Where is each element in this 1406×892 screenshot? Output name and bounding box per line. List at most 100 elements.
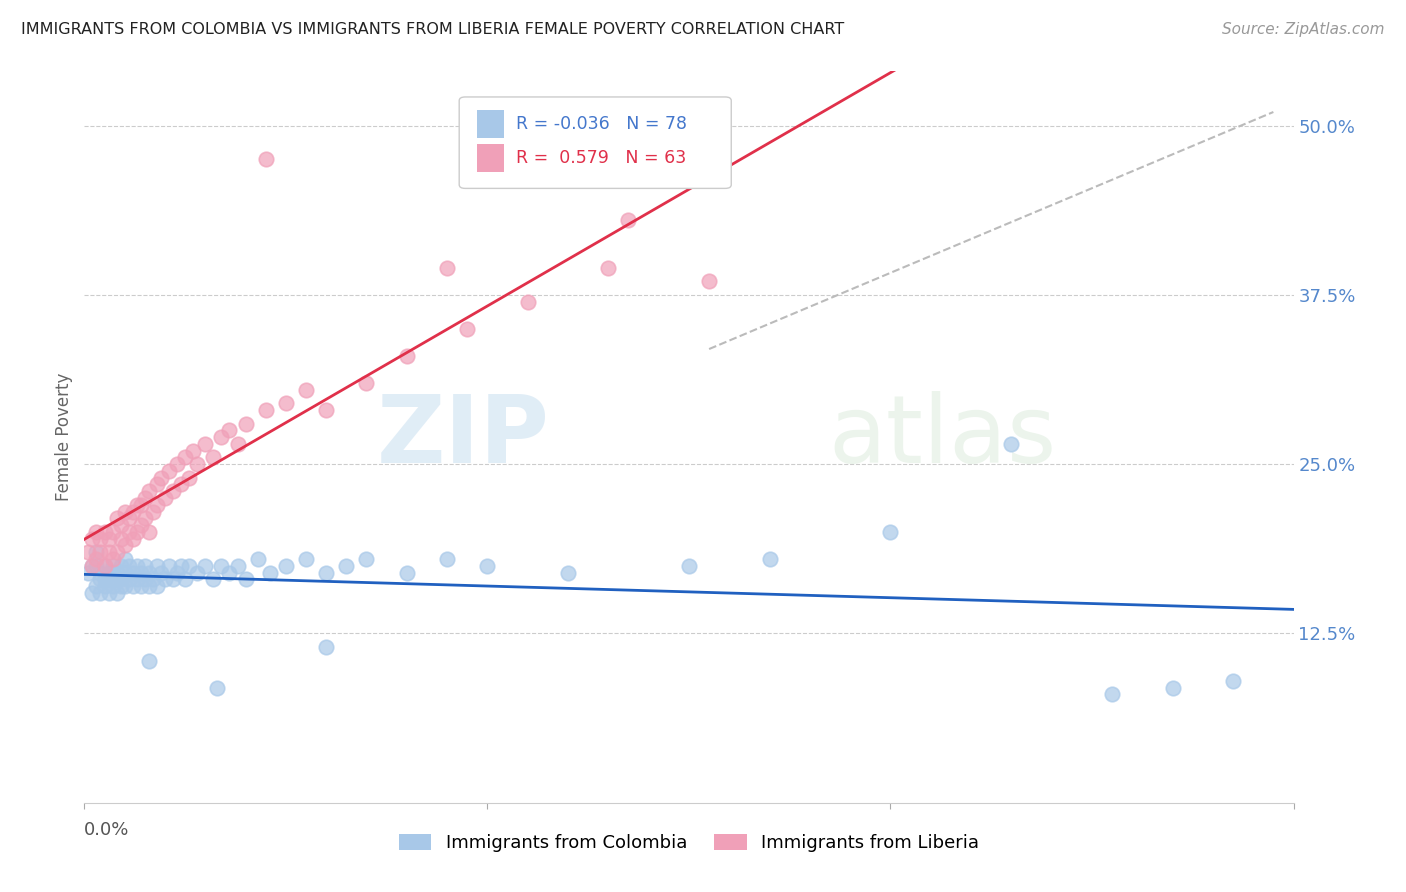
Point (93, 579, 115, 593)
Point (101, 579, 124, 593)
Text: R = -0.036   N = 78: R = -0.036 N = 78 (516, 115, 688, 133)
Point (274, 558, 297, 573)
Point (315, 403, 337, 417)
Point (97, 532, 120, 546)
Point (118, 558, 141, 573)
Point (114, 566, 136, 580)
Point (395, 349, 418, 363)
Point (129, 518, 152, 533)
Point (89, 545, 111, 559)
Point (82, 532, 104, 546)
Point (121, 532, 143, 546)
Point (86, 558, 108, 573)
Point (125, 498, 148, 512)
Point (114, 579, 136, 593)
Point (105, 545, 128, 559)
Point (114, 505, 136, 519)
Point (105, 572, 128, 586)
Point (129, 579, 152, 593)
Point (97, 586, 120, 600)
Point (477, 558, 499, 573)
Point (166, 566, 188, 580)
Point (134, 491, 156, 505)
Point (617, 213, 640, 227)
Point (1101, 688, 1123, 702)
Point (1222, 673, 1244, 688)
Point (86, 545, 108, 559)
Point (157, 464, 180, 478)
Point (110, 558, 132, 573)
Point (146, 579, 169, 593)
Point (97, 545, 120, 559)
Point (134, 572, 156, 586)
Point (235, 572, 257, 586)
Point (758, 552, 780, 566)
Point (1161, 681, 1184, 695)
Point (598, 260, 620, 275)
Point (89, 532, 111, 546)
Point (101, 566, 124, 580)
Point (121, 566, 143, 580)
Point (93, 524, 115, 539)
Point (179, 558, 201, 573)
Point (138, 484, 160, 499)
Point (138, 654, 160, 668)
Point (226, 437, 249, 451)
Point (202, 450, 225, 465)
Text: atlas: atlas (828, 391, 1056, 483)
Point (118, 511, 141, 525)
Point (105, 566, 128, 580)
Point (395, 566, 418, 580)
Point (194, 437, 217, 451)
Point (879, 524, 901, 539)
Point (89, 572, 111, 586)
Point (82, 558, 104, 573)
Point (134, 558, 156, 573)
Point (129, 498, 152, 512)
Point (1000, 437, 1022, 451)
Point (105, 586, 128, 600)
Point (274, 396, 297, 410)
Point (456, 322, 478, 336)
Point (149, 471, 172, 485)
Point (153, 491, 176, 505)
Point (194, 558, 217, 573)
Point (697, 274, 720, 288)
Legend: Immigrants from Colombia, Immigrants from Liberia: Immigrants from Colombia, Immigrants fro… (391, 827, 987, 860)
Point (335, 558, 357, 573)
Point (97, 566, 120, 580)
Point (82, 558, 104, 573)
Point (146, 558, 169, 573)
Point (174, 572, 197, 586)
Point (114, 552, 136, 566)
Point (97, 572, 120, 586)
Point (516, 294, 538, 309)
Point (114, 538, 136, 552)
Point (93, 558, 115, 573)
Point (170, 477, 193, 491)
Point (186, 457, 208, 471)
Point (86, 579, 108, 593)
Text: R =  0.579   N = 63: R = 0.579 N = 63 (516, 149, 686, 167)
FancyBboxPatch shape (460, 97, 731, 188)
Point (110, 579, 132, 593)
FancyBboxPatch shape (478, 144, 503, 171)
Point (82, 586, 104, 600)
Point (105, 511, 128, 525)
Point (121, 579, 143, 593)
Point (146, 477, 169, 491)
Point (254, 403, 277, 417)
Point (146, 498, 169, 512)
Point (202, 572, 225, 586)
Point (101, 524, 124, 539)
Point (121, 505, 143, 519)
Y-axis label: Female Poverty: Female Poverty (55, 373, 73, 501)
Point (93, 572, 115, 586)
Point (89, 566, 111, 580)
Point (166, 457, 188, 471)
Point (226, 558, 249, 573)
Point (101, 558, 124, 573)
Text: IMMIGRANTS FROM COLOMBIA VS IMMIGRANTS FROM LIBERIA FEMALE POVERTY CORRELATION C: IMMIGRANTS FROM COLOMBIA VS IMMIGRANTS F… (21, 22, 845, 37)
Point (138, 524, 160, 539)
Point (162, 572, 184, 586)
